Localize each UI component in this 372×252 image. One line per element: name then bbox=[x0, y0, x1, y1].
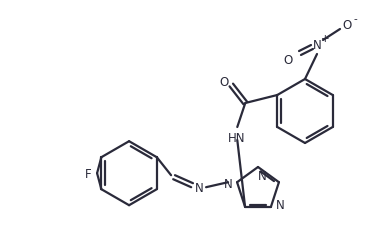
Text: O: O bbox=[219, 75, 229, 88]
Text: N: N bbox=[276, 199, 284, 211]
Text: -: - bbox=[353, 14, 357, 24]
Text: N: N bbox=[195, 181, 203, 194]
Text: N: N bbox=[224, 177, 232, 190]
Text: O: O bbox=[283, 53, 293, 66]
Text: F: F bbox=[85, 167, 92, 180]
Text: +: + bbox=[321, 34, 329, 44]
Text: N: N bbox=[258, 169, 266, 182]
Text: O: O bbox=[342, 18, 352, 32]
Text: N: N bbox=[312, 38, 321, 51]
Text: HN: HN bbox=[228, 131, 245, 144]
